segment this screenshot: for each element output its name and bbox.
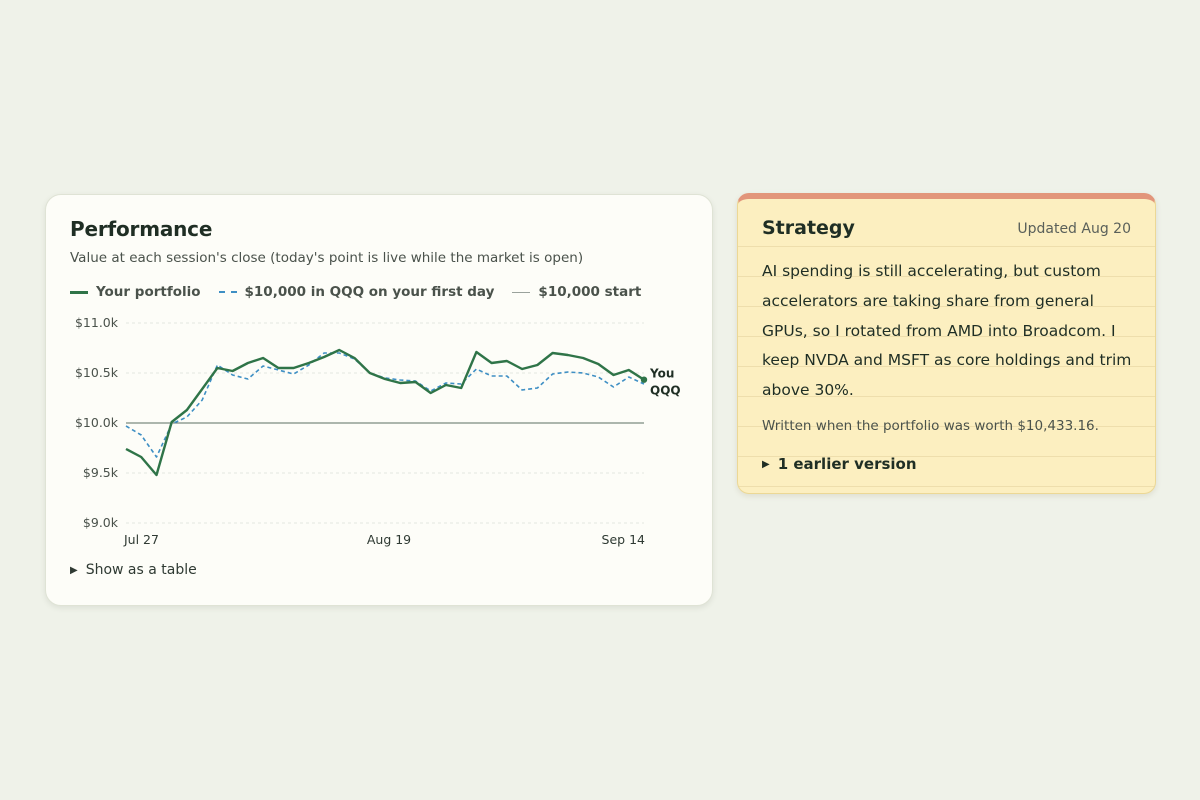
show-as-table-toggle[interactable]: ▶ Show as a table (70, 562, 197, 578)
strategy-card: Strategy Updated Aug 20 AI spending is s… (737, 193, 1156, 494)
performance-title: Performance (70, 217, 213, 241)
legend-label-portfolio: Your portfolio (96, 284, 201, 300)
y-tick-label: $10.5k (75, 365, 119, 380)
performance-subtitle: Value at each session's close (today's p… (70, 250, 584, 266)
series-end-label-qqq: QQQ (650, 384, 681, 398)
performance-card: Performance Value at each session's clos… (45, 194, 713, 606)
strategy-body: AI spending is still accelerating, but c… (762, 262, 1132, 400)
y-tick-label: $9.0k (83, 515, 119, 530)
strategy-written-note: Written when the portfolio was worth $10… (762, 418, 1099, 434)
legend-swatch-portfolio (70, 290, 88, 294)
legend-item-qqq: $10,000 in QQQ on your first day (218, 284, 495, 300)
legend-swatch-start (512, 291, 531, 293)
x-tick-label: Aug 19 (367, 532, 411, 547)
disclosure-triangle-icon: ▶ (762, 458, 770, 470)
series-line-qqq (125, 352, 645, 458)
legend-swatch-qqq (218, 291, 237, 293)
strategy-title: Strategy (762, 217, 855, 239)
series-end-label-portfolio: You (649, 367, 674, 381)
y-tick-label: $10.0k (75, 415, 119, 430)
performance-chart: $9.0k $9.5k $10.0k $10.5k $11.0k Jul 27 Aug 19… (75, 315, 681, 547)
x-tick-label: Jul 27 (123, 532, 159, 547)
earlier-versions-toggle[interactable]: ▶ 1 earlier version (762, 455, 917, 473)
series-line-portfolio (125, 348, 645, 477)
earlier-versions-label: 1 earlier version (777, 455, 917, 473)
legend-label-qqq: $10,000 in QQQ on your first day (244, 284, 495, 300)
y-tick-label: $9.5k (83, 465, 119, 480)
legend-item-portfolio: Your portfolio (70, 284, 201, 300)
disclosure-triangle-icon: ▶ (70, 564, 78, 576)
show-as-table-label: Show as a table (85, 562, 197, 578)
y-tick-label: $11.0k (75, 315, 119, 330)
chart-legend: Your portfolio $10,000 in QQQ on your fi… (70, 284, 641, 300)
strategy-updated-date: Updated Aug 20 (1017, 221, 1131, 237)
legend-label-start: $10,000 start (538, 284, 642, 300)
series-end-point-portfolio (640, 376, 648, 383)
x-tick-label: Sep 14 (602, 532, 645, 547)
legend-item-start: $10,000 start (512, 284, 641, 300)
